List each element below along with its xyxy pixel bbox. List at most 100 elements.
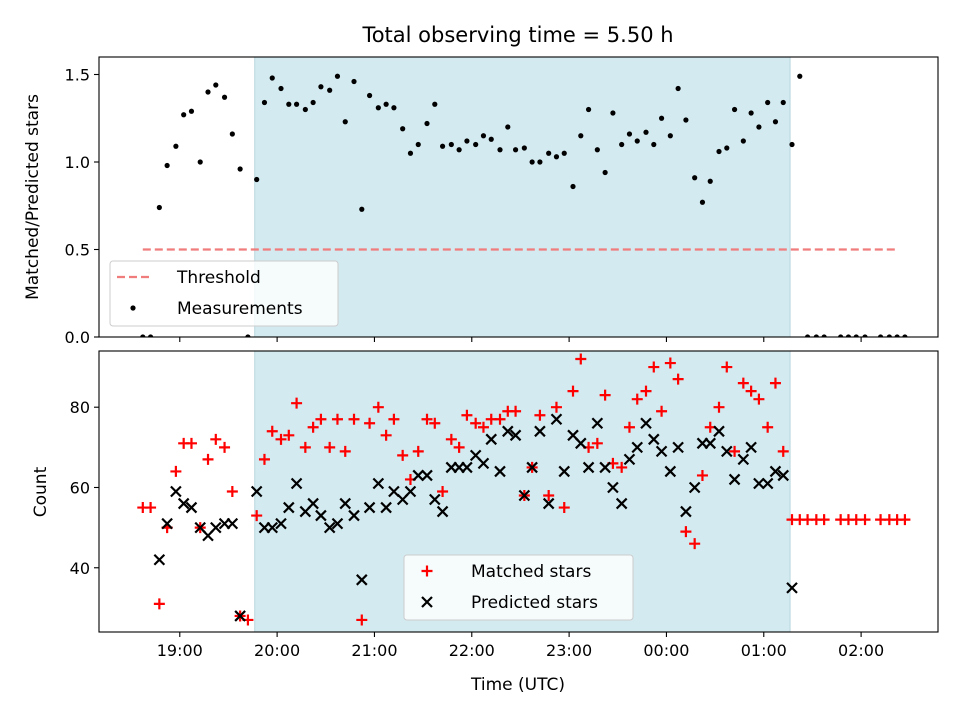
- data-point: [716, 148, 722, 155]
- data-point: [731, 106, 738, 113]
- data-point: [147, 334, 154, 337]
- data-point: [761, 477, 774, 490]
- data-point: [359, 206, 365, 212]
- data-point: [421, 413, 433, 425]
- data-point: [290, 477, 303, 490]
- data-point: [375, 105, 381, 111]
- data-point: [439, 143, 446, 149]
- data-point: [534, 409, 546, 421]
- data-point: [140, 334, 146, 337]
- data-point: [704, 437, 717, 450]
- data-point: [383, 101, 389, 107]
- data-point: [626, 131, 633, 137]
- data-point: [283, 501, 295, 514]
- data-point: [664, 465, 677, 478]
- data-point: [307, 421, 319, 433]
- top-y-axis-label: Matched/Predicted stars: [23, 94, 43, 300]
- data-point: [432, 101, 438, 107]
- data-point: [324, 441, 336, 453]
- data-point: [651, 141, 657, 148]
- data-point: [537, 159, 543, 165]
- data-point: [363, 501, 376, 514]
- data-point: [145, 502, 157, 514]
- data-point: [356, 614, 368, 626]
- x-tick-label: 19:00: [157, 641, 203, 660]
- data-point: [477, 421, 489, 433]
- data-point: [696, 469, 708, 481]
- data-point: [302, 106, 308, 113]
- data-point: [185, 437, 197, 449]
- data-point: [494, 465, 506, 478]
- legend-marker-swatch: [130, 305, 136, 311]
- data-point: [521, 145, 527, 151]
- axes-frame: [98, 56, 939, 338]
- data-point: [594, 147, 600, 153]
- data-point: [185, 501, 198, 514]
- data-point: [299, 441, 311, 453]
- data-point: [161, 517, 173, 530]
- data-point: [664, 357, 676, 369]
- data-point: [415, 141, 421, 148]
- data-point: [293, 101, 300, 107]
- data-point: [543, 490, 555, 502]
- data-point: [286, 101, 292, 107]
- data-point: [619, 141, 625, 148]
- data-point: [623, 421, 635, 433]
- data-point: [153, 553, 166, 566]
- data-point: [237, 166, 243, 172]
- data-point: [886, 334, 892, 337]
- data-point: [575, 353, 587, 365]
- data-point: [899, 514, 911, 526]
- data-point: [477, 457, 490, 470]
- data-point: [737, 377, 749, 389]
- data-point: [615, 497, 628, 510]
- data-point: [315, 413, 327, 425]
- data-point: [310, 99, 316, 106]
- x-tick-label: 01:00: [741, 641, 787, 660]
- data-point: [424, 120, 430, 127]
- data-point: [721, 445, 733, 458]
- y-tick-label: 1.0: [65, 153, 90, 172]
- top-panel-matched-predicted-ratio: 0.0 0.5 1.0 1.5 Threshold Measurements: [65, 56, 939, 347]
- data-point: [421, 469, 433, 482]
- data-point: [348, 413, 360, 425]
- bottom-panel-star-counts: 40 60 80 19:00 20:00 21:00 22:00 23:00 00:00 01:0…: [70, 350, 939, 660]
- data-point: [634, 138, 640, 144]
- data-point: [728, 473, 741, 486]
- data-point: [553, 154, 560, 160]
- data-point: [813, 334, 819, 337]
- data-point: [436, 505, 449, 518]
- data-point: [470, 417, 482, 429]
- data-point: [437, 486, 449, 497]
- data-point: [838, 334, 844, 337]
- data-point: [251, 510, 263, 522]
- data-point: [567, 385, 579, 397]
- data-point: [485, 433, 498, 446]
- data-point: [862, 334, 868, 337]
- data-point: [261, 99, 268, 106]
- data-point: [546, 150, 552, 156]
- legend-entry-label: Matched stars: [471, 562, 591, 582]
- data-point: [170, 465, 182, 477]
- data-point: [740, 138, 746, 144]
- data-point: [765, 99, 771, 106]
- y-tick-label: 40: [70, 559, 90, 578]
- data-point: [658, 115, 665, 121]
- data-point: [780, 99, 786, 106]
- data-point: [643, 129, 649, 135]
- data-point: [205, 89, 211, 95]
- y-tick-label: 80: [70, 398, 90, 417]
- data-point: [859, 514, 871, 526]
- data-point: [388, 485, 400, 498]
- data-point: [688, 481, 701, 494]
- legend-marker-swatch: [421, 596, 433, 608]
- data-point: [769, 377, 781, 389]
- data-point: [777, 469, 790, 482]
- x-tick-label: 02:00: [838, 641, 884, 660]
- y-tick-label: 60: [70, 478, 90, 497]
- data-point: [221, 94, 228, 100]
- data-point: [380, 501, 392, 514]
- data-point: [461, 461, 473, 474]
- data-point: [724, 145, 730, 151]
- data-point: [745, 385, 757, 397]
